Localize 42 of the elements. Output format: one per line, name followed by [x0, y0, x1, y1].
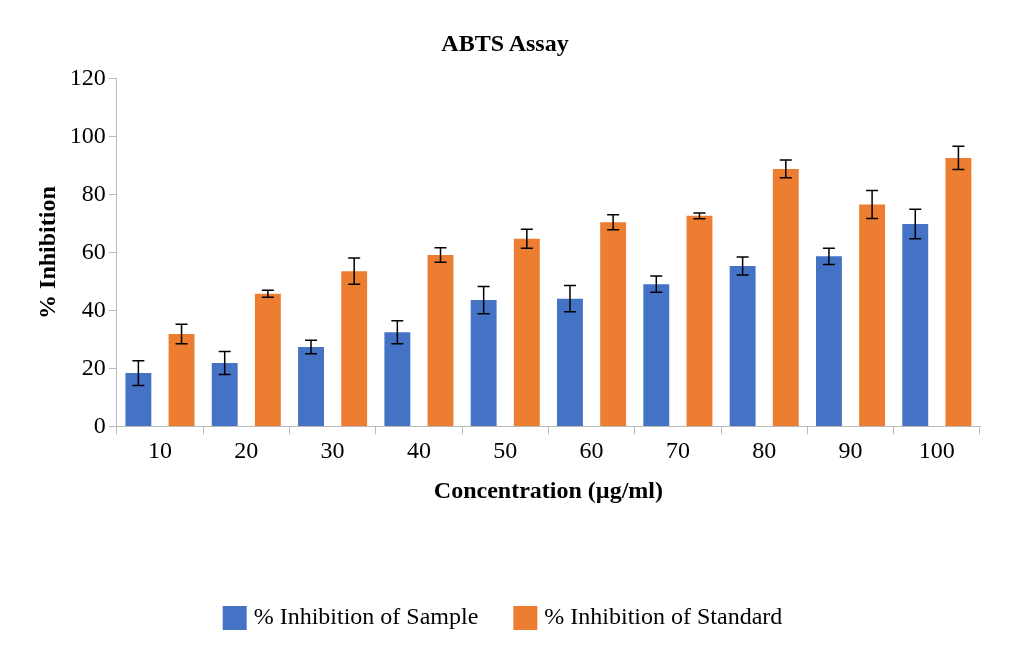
y-axis-title: % Inhibition — [33, 186, 60, 319]
bar — [298, 347, 324, 426]
legend-label: % Inhibition of Standard — [544, 603, 783, 630]
x-tick-label: 60 — [579, 437, 604, 464]
x-tick-label: 80 — [752, 437, 777, 464]
bar — [254, 293, 281, 426]
bar — [729, 265, 756, 426]
x-tick-label: 30 — [320, 437, 345, 464]
x-tick-label: 40 — [406, 437, 431, 464]
x-tick-label: 10 — [147, 437, 172, 464]
y-tick-label: 40 — [81, 295, 106, 322]
y-tick-label: 20 — [81, 353, 106, 380]
x-tick-label: 20 — [234, 437, 259, 464]
legend-label: % Inhibition of Sample — [253, 603, 479, 630]
y-tick-label: 80 — [81, 179, 106, 206]
bar — [815, 256, 842, 426]
x-tick-label: 70 — [665, 437, 690, 464]
bar — [427, 254, 454, 426]
bar — [902, 223, 929, 426]
bar — [211, 362, 238, 426]
x-tick-label: 90 — [838, 437, 863, 464]
bar — [168, 334, 195, 426]
bar — [600, 222, 627, 426]
bar — [470, 300, 497, 426]
bar — [859, 204, 886, 426]
bar — [557, 298, 583, 426]
bar — [945, 157, 972, 426]
x-tick-label: 50 — [493, 437, 518, 464]
x-axis-title: Concentration (µg/ml) — [433, 476, 663, 503]
y-tick-label: 120 — [69, 64, 106, 91]
bar — [341, 271, 368, 426]
y-tick-label: 0 — [93, 411, 106, 438]
chart-title: ABTS Assay — [441, 29, 569, 56]
bar — [643, 284, 670, 426]
bar — [772, 168, 799, 426]
x-tick-label: 100 — [918, 437, 955, 464]
bar — [384, 332, 411, 426]
bar — [513, 238, 540, 426]
bar — [686, 215, 713, 426]
y-tick-label: 100 — [69, 122, 106, 149]
bar — [125, 373, 152, 426]
y-tick-label: 60 — [81, 237, 106, 264]
